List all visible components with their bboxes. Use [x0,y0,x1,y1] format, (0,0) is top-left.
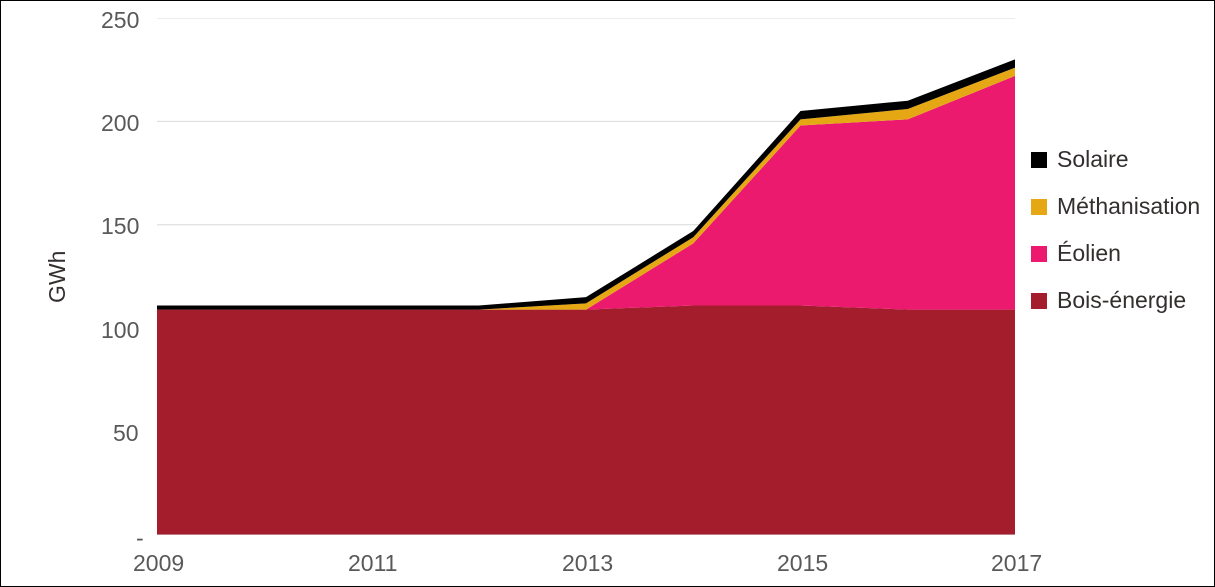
legend-swatch-bois-energie [1031,293,1047,309]
area-bois_energie [157,305,1015,535]
x-tick-4: 2017 [991,550,1042,577]
legend: Solaire Méthanisation Éolien Bois-énergi… [1031,146,1211,334]
y-tick-0: - [136,525,144,552]
y-tick-2: 100 [101,317,139,344]
legend-label-methanisation: Méthanisation [1057,193,1200,220]
legend-item-solaire: Solaire [1031,146,1211,173]
y-axis-title-text: GWh [44,251,70,303]
x-tick-3: 2015 [777,550,828,577]
legend-swatch-methanisation [1031,199,1047,215]
x-tick-0: 2009 [133,550,184,577]
y-tick-3: 150 [101,213,139,240]
y-axis-title: GWh [44,251,71,303]
chart-frame: GWh - 50 100 150 200 250 2009 2011 2013 … [0,0,1215,587]
y-tick-1: 50 [113,420,139,447]
plot-area [157,18,1015,535]
y-tick-4: 200 [101,110,139,137]
x-tick-1: 2011 [348,550,397,577]
legend-label-solaire: Solaire [1057,146,1129,173]
legend-swatch-eolien [1031,246,1047,262]
x-tick-2: 2013 [562,550,613,577]
legend-item-bois-energie: Bois-énergie [1031,287,1211,314]
legend-label-eolien: Éolien [1057,240,1121,267]
y-tick-5: 250 [101,7,139,34]
legend-item-methanisation: Méthanisation [1031,193,1211,220]
legend-item-eolien: Éolien [1031,240,1211,267]
legend-label-bois-energie: Bois-énergie [1057,287,1186,314]
legend-swatch-solaire [1031,152,1047,168]
